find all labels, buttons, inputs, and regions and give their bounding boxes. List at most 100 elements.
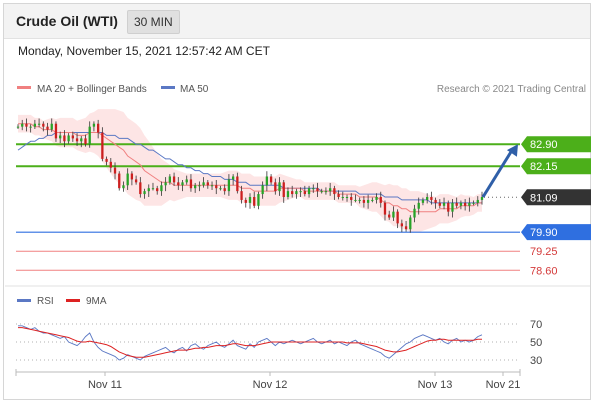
candle: [459, 200, 463, 210]
candle-body: [400, 223, 404, 227]
chart-datetime: Monday, November 15, 2021 12:57:42 AM CE…: [18, 44, 270, 58]
candle: [227, 174, 231, 196]
candle: [413, 204, 416, 223]
candle: [345, 194, 349, 202]
candle: [341, 191, 344, 201]
candle: [206, 180, 209, 189]
candle: [316, 182, 319, 197]
candle-body: [438, 202, 441, 206]
rsi-legend-swatch: [17, 299, 31, 302]
candle: [139, 177, 142, 198]
candle-body: [404, 226, 408, 230]
candle: [126, 168, 129, 190]
candle: [476, 196, 479, 207]
candle-body: [92, 123, 96, 127]
candle-body: [413, 208, 416, 218]
candle-body: [189, 179, 193, 189]
candle: [362, 196, 366, 208]
candle: [320, 188, 323, 194]
candle-body: [476, 199, 479, 203]
candle-body: [42, 123, 45, 127]
candle-body: [328, 188, 332, 192]
candle: [324, 187, 328, 195]
candle-body: [160, 185, 163, 192]
candle-body: [236, 176, 239, 192]
ma9-legend-label: 9MA: [86, 296, 107, 307]
candle-body: [113, 167, 117, 174]
candle: [383, 200, 387, 221]
candle-body: [156, 188, 159, 192]
candle-body: [223, 188, 226, 192]
candle-body: [134, 179, 138, 183]
ma20-legend-swatch: [17, 86, 31, 89]
candle: [282, 180, 285, 203]
candle-body: [227, 179, 231, 192]
candle: [198, 181, 201, 192]
candle-body: [421, 199, 425, 203]
candle-body: [21, 123, 24, 127]
candle-body: [164, 182, 167, 186]
candle: [366, 194, 370, 209]
price-level-tag: [521, 158, 591, 175]
candle: [54, 121, 58, 142]
candle-body: [299, 191, 302, 193]
x-tick-label: Nov 21: [486, 379, 521, 391]
projection-arrow-shaft: [481, 149, 514, 198]
price-level-value: 79.90: [530, 227, 558, 239]
candle-body: [324, 191, 328, 193]
candle: [442, 197, 446, 210]
candle-body: [362, 199, 366, 203]
candle: [388, 210, 391, 220]
ma9-legend-swatch: [66, 299, 80, 302]
candle: [88, 121, 91, 148]
candle-body: [172, 176, 176, 183]
candle-body: [54, 123, 58, 139]
candle: [21, 119, 24, 131]
candle-body: [409, 217, 412, 230]
candle-body: [16, 126, 20, 128]
candle-body: [337, 194, 340, 197]
candle: [350, 193, 353, 206]
candle: [96, 119, 100, 139]
candle: [113, 162, 117, 180]
candle: [392, 206, 395, 222]
candle: [409, 215, 412, 233]
candle: [185, 175, 188, 185]
candle-body: [84, 138, 87, 145]
chart-header: Crude Oil (WTI) 30 MIN: [4, 4, 590, 39]
candle: [248, 193, 252, 209]
candle: [274, 178, 277, 195]
candle: [164, 177, 167, 192]
candle: [172, 172, 176, 186]
candle-body: [455, 202, 458, 206]
candle-body: [231, 176, 235, 180]
candle-body: [75, 138, 79, 142]
candle: [122, 181, 125, 192]
price-level-tag: [521, 224, 591, 241]
candle: [463, 199, 467, 211]
candle: [181, 180, 184, 192]
candle: [480, 191, 484, 205]
candle: [109, 158, 112, 173]
candle-body: [316, 188, 319, 192]
candle: [278, 177, 281, 196]
candle-body: [147, 188, 150, 192]
candle-body: [46, 126, 49, 130]
candle-body: [130, 173, 134, 180]
rsi-tick-label: 30: [530, 355, 542, 367]
research-credit: Research © 2021 Trading Central: [437, 84, 586, 95]
instrument-title: Crude Oil (WTI): [16, 13, 118, 29]
candle-body: [109, 161, 112, 168]
timeframe-badge[interactable]: 30 MIN: [127, 10, 180, 34]
candle-body: [383, 202, 387, 215]
candle-body: [320, 191, 323, 193]
candle: [379, 191, 382, 208]
candle: [337, 190, 340, 200]
candle: [299, 187, 302, 197]
candle-body: [375, 197, 378, 200]
candle-body: [341, 197, 344, 198]
candle-body: [366, 199, 370, 203]
candle-body: [350, 197, 353, 200]
candle: [333, 185, 336, 200]
candle-body: [88, 126, 91, 145]
